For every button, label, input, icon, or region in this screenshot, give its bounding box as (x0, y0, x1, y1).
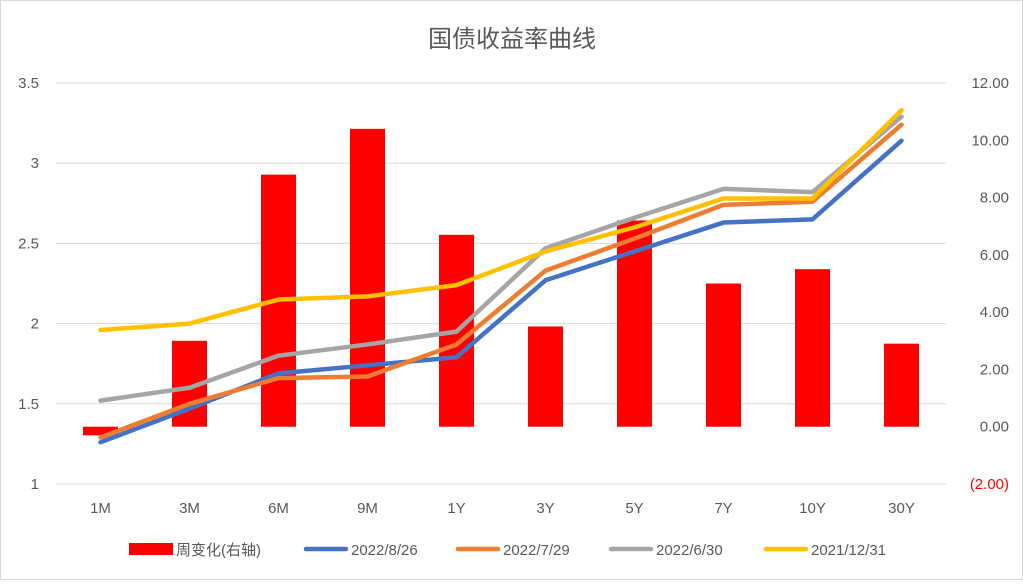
left-tick-label: 2 (31, 316, 39, 333)
left-tick-label: 3 (31, 155, 39, 172)
line-2021-12-31 (98, 108, 904, 333)
legend-swatch-bar (129, 543, 173, 555)
right-tick-label: 2.00 (980, 361, 1009, 378)
x-tick-label: 9M (357, 500, 378, 517)
bar-weekly-change (350, 128, 385, 427)
legend-label: 2022/8/26 (351, 542, 418, 559)
x-tick-label: 1Y (447, 500, 465, 517)
right-tick-label: 0.00 (980, 419, 1009, 436)
x-tick-label: 5Y (625, 500, 643, 517)
left-tick-label: 2.5 (18, 235, 39, 252)
bar-weekly-change (795, 269, 830, 427)
right-tick-label: 8.00 (980, 190, 1009, 207)
x-tick-label: 30Y (888, 500, 915, 517)
legend-label: 2022/6/30 (656, 542, 723, 559)
legend-label: 周变化(右轴) (176, 542, 261, 559)
x-tick-label: 7Y (714, 500, 732, 517)
x-tick-label: 3M (179, 500, 200, 517)
right-tick-label: (2.00) (970, 476, 1009, 493)
legend-label: 2021/12/31 (811, 542, 886, 559)
right-tick-label: 10.00 (971, 132, 1009, 149)
right-tick-label: 12.00 (971, 75, 1009, 92)
bar-weekly-change (83, 426, 118, 436)
x-tick-label: 10Y (799, 500, 826, 517)
left-tick-label: 3.5 (18, 75, 39, 92)
legend-label: 2022/7/29 (503, 542, 570, 559)
bar-weekly-change (528, 326, 563, 427)
line-2022-6-30 (98, 114, 904, 403)
right-tick-label: 6.00 (980, 247, 1009, 264)
bar-weekly-change (884, 343, 919, 427)
x-tick-label: 3Y (536, 500, 554, 517)
x-tick-label: 1M (90, 500, 111, 517)
line-2022-7-29 (98, 122, 904, 440)
right-tick-label: 4.00 (980, 304, 1009, 321)
left-tick-label: 1 (31, 476, 39, 493)
chart-title: 国债收益率曲线 (428, 26, 596, 53)
bar-weekly-change (706, 283, 741, 427)
left-tick-label: 1.5 (18, 396, 39, 413)
x-tick-label: 6M (268, 500, 289, 517)
